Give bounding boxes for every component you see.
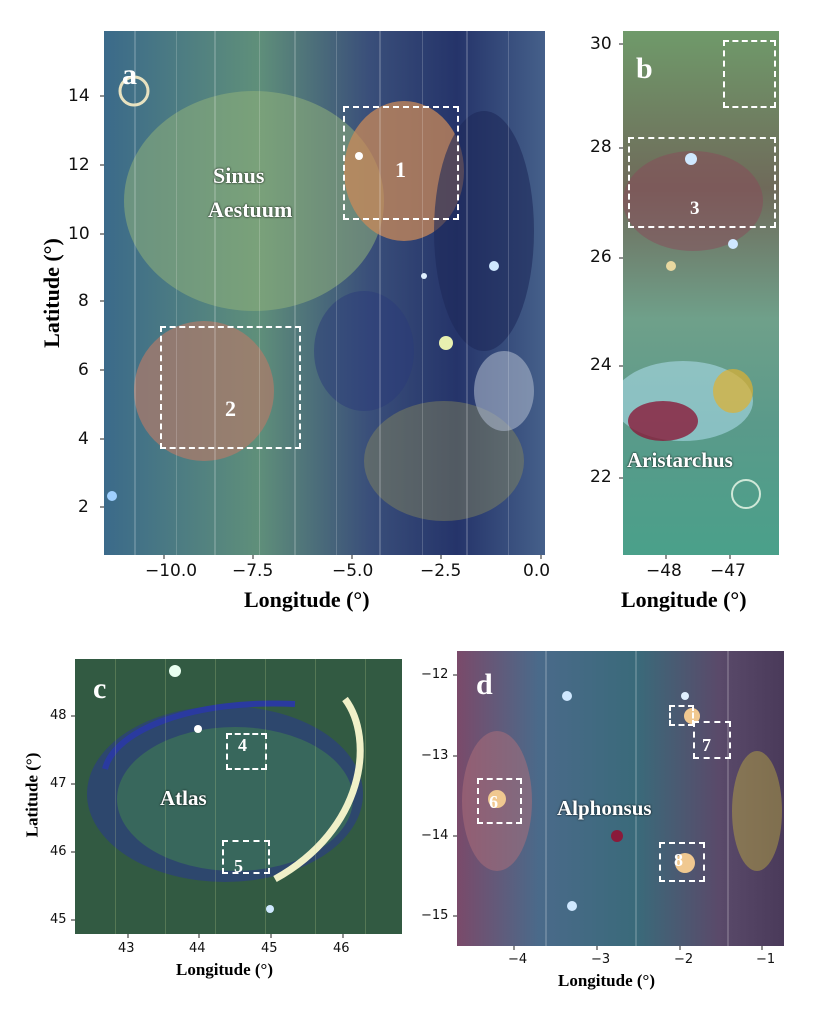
panel-b-image [623,31,779,555]
panel-d-xtick: −2 [674,952,694,967]
roi-box-2 [160,326,301,449]
panel-d-ytick: −15 [421,908,449,923]
panel-b-ytick: 24 [590,355,612,375]
panel-c-xtick: 46 [333,941,350,956]
roi-box-8 [659,842,705,882]
panel-c-letter: c [93,672,107,705]
panel-b-ytick: 26 [590,247,612,267]
roi-box-3-label: 3 [690,198,700,219]
roi-box-b-upper [723,40,776,108]
panel-a-region-label-line2: Aestuum [208,197,293,222]
panel-c-ytick: 48 [50,708,67,723]
panel-a-ytick: 6 [78,360,89,380]
panel-d-xlabel: Longitude (°) [558,971,656,990]
panel-c-xtick: 45 [261,941,278,956]
panel-a-xtick: −5.0 [332,561,374,581]
panel-a-xlabel: Longitude (°) [244,587,370,612]
panel-c-xtick: 44 [189,941,206,956]
panel-d-xtick: −3 [591,952,611,967]
panel-d-ytick: −14 [421,828,449,843]
panel-c-ytick: 47 [50,776,67,791]
roi-box-2-label: 2 [225,396,236,421]
roi-box-8-label: 8 [674,850,683,870]
panel-c-xlabel: Longitude (°) [176,960,274,979]
roi-box-7 [693,721,731,759]
panel-a-xtick: −2.5 [420,561,462,581]
panel-b-ytick: 28 [590,137,612,157]
panel-c-region-label: Atlas [160,786,207,810]
panel-c-xtick: 43 [118,941,135,956]
panel-a-ylabel: Latitude (°) [38,238,64,348]
panel-d-region-label: Alphonsus [557,796,652,820]
roi-box-6-label: 6 [489,792,498,812]
panel-b-region-label: Aristarchus [627,448,733,472]
roi-box-4-label: 4 [238,735,247,755]
panel-b-ytick: 30 [590,34,612,54]
panel-d-ytick: −13 [421,748,449,763]
panel-b-letter: b [636,52,653,85]
roi-box-4 [226,733,267,770]
panel-a-ytick: 8 [78,291,89,311]
roi-box-1-label: 1 [395,157,406,182]
panel-a-ytick: 10 [68,224,90,244]
panel-d-ytick: −12 [421,667,449,682]
panel-d-letter: d [476,668,493,701]
roi-box-5 [222,840,270,874]
panel-a-xtick: −7.5 [232,561,274,581]
roi-box-5-label: 5 [234,856,243,876]
panel-d-xtick: −4 [508,952,528,967]
panel-d-image [457,651,784,946]
roi-box-3 [628,137,776,228]
panel-a-ytick: 4 [78,429,89,449]
panel-c-ylabel: Latitude (°) [22,752,42,838]
panel-b-xtick: −48 [646,561,682,581]
panel-a-ytick: 12 [68,155,90,175]
panel-a-image [104,31,545,555]
panel-a-ytick: 2 [78,497,89,517]
panel-a-xtick: 0.0 [523,561,551,581]
panel-b-ytick: 22 [590,467,612,487]
roi-box-7-label: 7 [702,735,711,755]
panel-a-letter: a [122,58,137,91]
panel-b-xlabel: Longitude (°) [621,587,747,612]
panel-a-region-label-line1: Sinus [213,163,265,188]
panel-c-ytick: 46 [50,844,67,859]
panel-a-ytick: 14 [68,86,90,106]
roi-box-1 [343,106,459,220]
panel-c-image [75,659,402,934]
roi-box-6 [477,778,522,824]
panel-c-ytick: 45 [50,912,67,927]
panel-a-xtick: −10.0 [145,561,198,581]
panel-b-xtick: −47 [710,561,746,581]
panel-d-xtick: −1 [756,952,776,967]
roi-box-d-small [669,705,694,726]
